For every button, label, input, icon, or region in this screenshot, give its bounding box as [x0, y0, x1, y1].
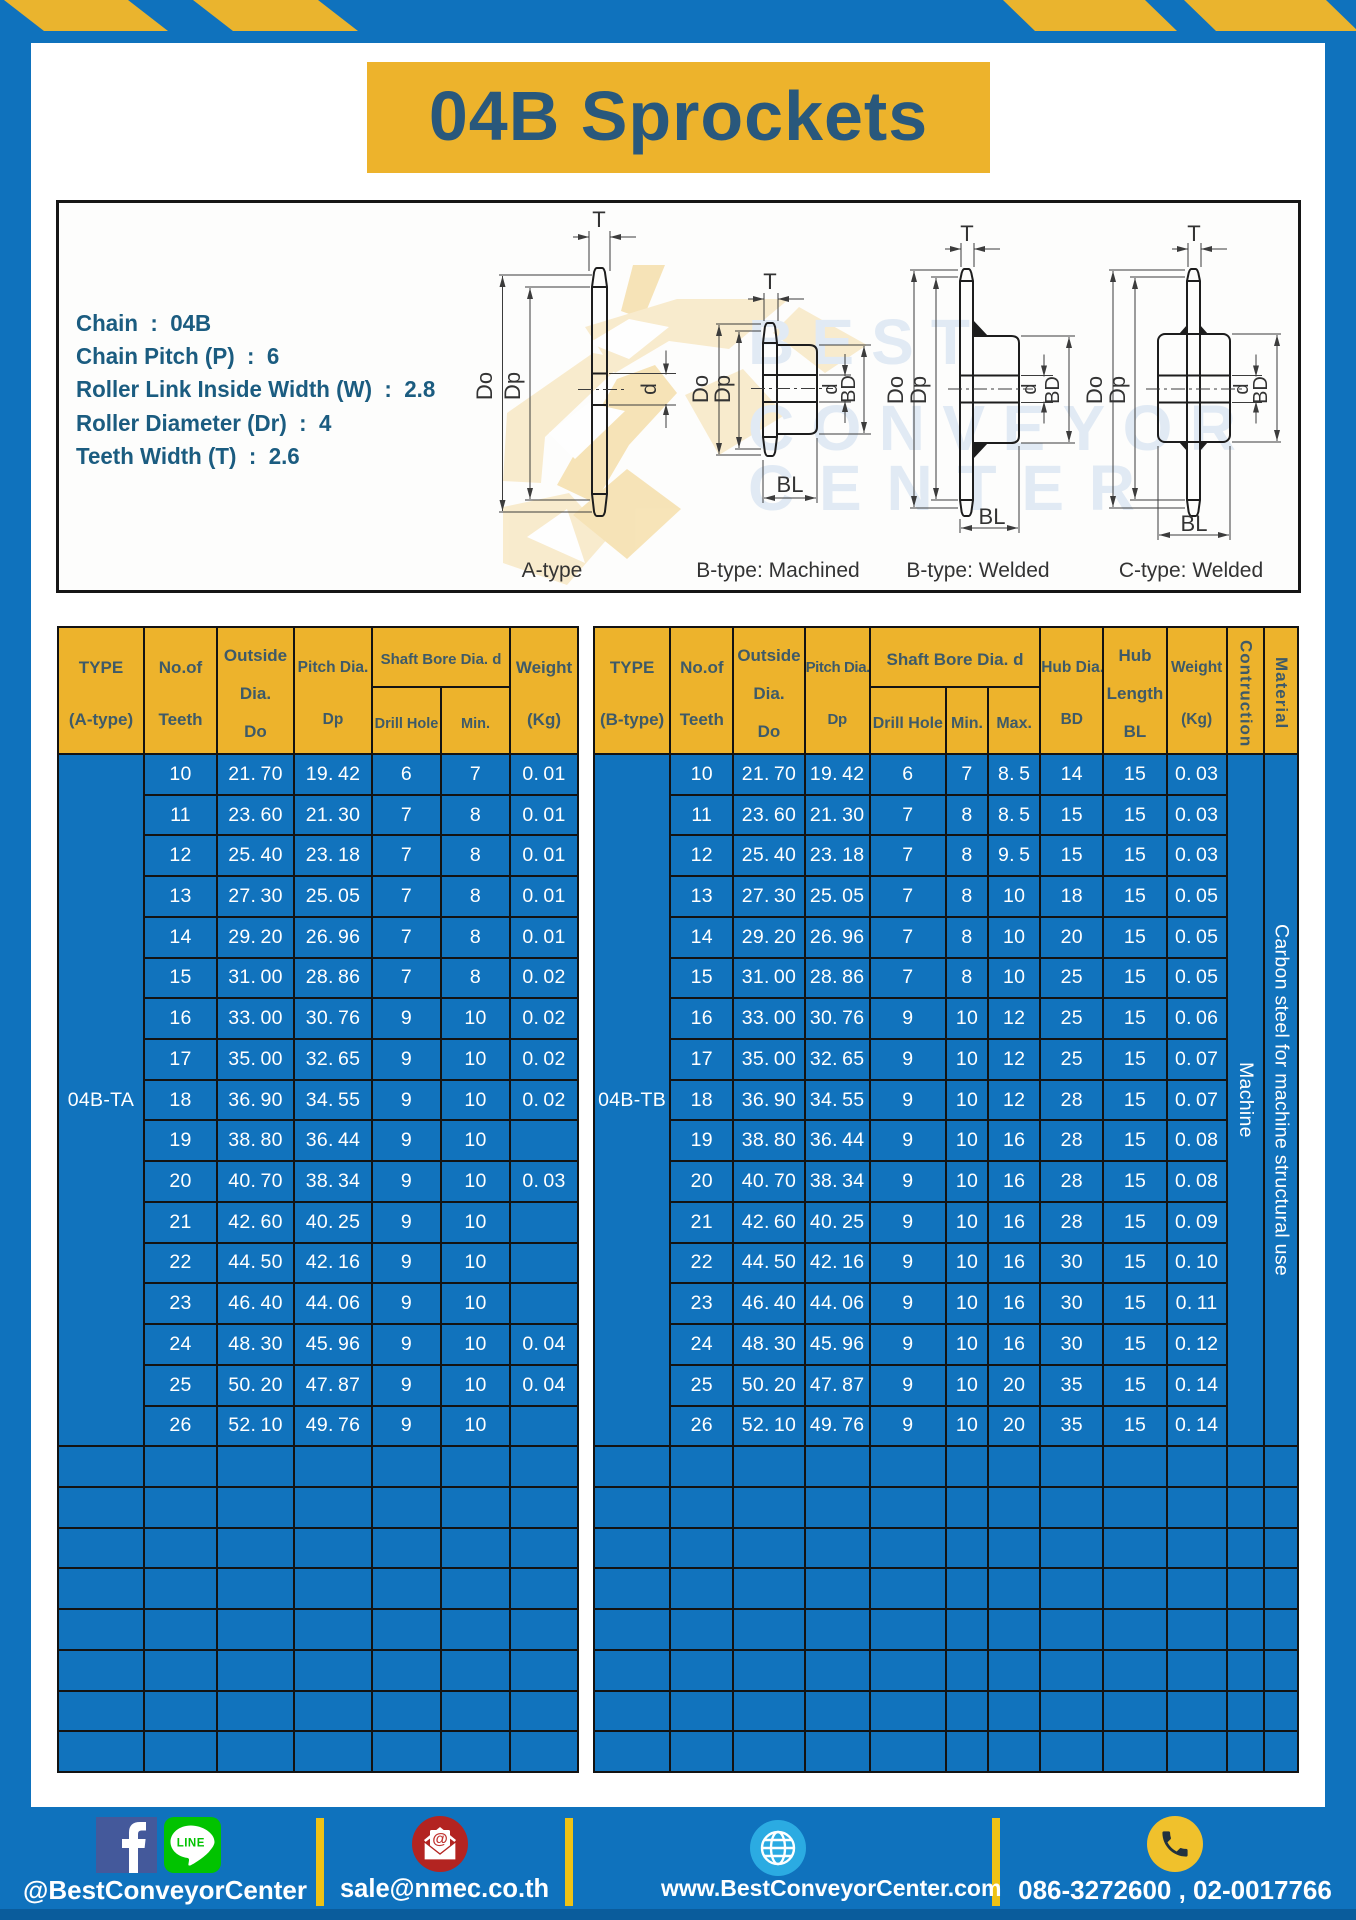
- svg-text:@: @: [432, 1831, 448, 1848]
- svg-text:BL: BL: [979, 504, 1006, 529]
- svg-text:A-type: A-type: [522, 559, 583, 582]
- svg-text:Do: Do: [1082, 376, 1107, 404]
- svg-text:T: T: [960, 221, 973, 246]
- svg-text:B-type: Machined: B-type: Machined: [696, 559, 859, 582]
- svg-text:BEST: BEST: [748, 306, 978, 378]
- svg-text:BD: BD: [1042, 376, 1064, 404]
- svg-text:BL: BL: [777, 472, 804, 497]
- svg-text:B-type: Welded: B-type: Welded: [906, 559, 1049, 582]
- svg-text:BD: BD: [1250, 376, 1272, 404]
- svg-text:LINE: LINE: [177, 1838, 205, 1850]
- svg-text:C-type: Welded: C-type: Welded: [1119, 559, 1263, 582]
- svg-text:Do: Do: [472, 372, 497, 400]
- svg-text:BD: BD: [838, 375, 860, 403]
- svg-text:Dp: Dp: [906, 376, 931, 404]
- svg-text:d: d: [820, 383, 842, 394]
- svg-text:T: T: [1187, 221, 1200, 246]
- svg-text:T: T: [592, 207, 605, 232]
- svg-text:d: d: [1231, 383, 1253, 394]
- svg-text:Dp: Dp: [710, 375, 735, 403]
- svg-text:CONVEYOR: CONVEYOR: [748, 392, 1244, 464]
- svg-text:Dp: Dp: [500, 372, 525, 400]
- svg-text:d: d: [1019, 383, 1041, 394]
- svg-text:d: d: [638, 383, 661, 395]
- svg-text:Do: Do: [688, 375, 713, 403]
- svg-text:Do: Do: [883, 376, 908, 404]
- svg-text:Dp: Dp: [1105, 376, 1130, 404]
- svg-text:T: T: [763, 269, 776, 294]
- svg-text:BL: BL: [1181, 511, 1208, 536]
